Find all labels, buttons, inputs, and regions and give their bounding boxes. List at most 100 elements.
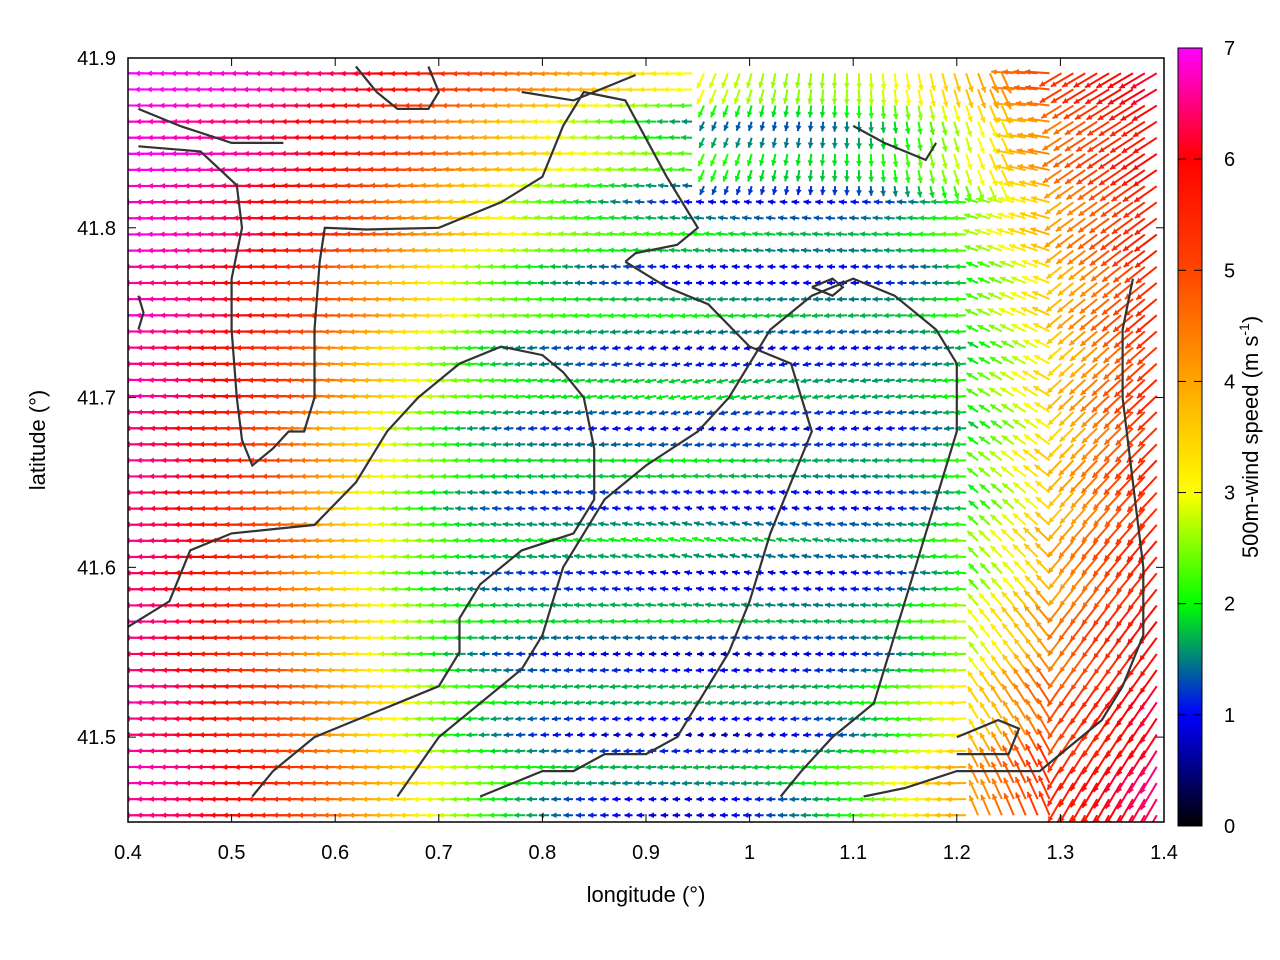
wind-vector-head — [1116, 603, 1123, 610]
wind-vector-head — [1093, 586, 1100, 592]
wind-vector-head — [658, 441, 665, 448]
wind-vector-head — [439, 748, 445, 754]
wind-vector-head — [437, 780, 444, 787]
wind-vector-head — [275, 651, 281, 657]
wind-vector-head — [601, 731, 607, 738]
wind-vector-head — [416, 667, 422, 674]
wind-vector-head — [1058, 485, 1065, 492]
wind-vector-head — [500, 377, 507, 384]
wind-vector-head — [790, 441, 796, 448]
wind-vector-head — [462, 764, 469, 771]
wind-vector-head — [324, 377, 330, 384]
wind-vector-head — [728, 536, 734, 543]
wind-vector-head — [528, 731, 534, 738]
wind-vector-head — [501, 537, 507, 544]
wind-vector-head — [1117, 803, 1123, 810]
wind-vector-head — [671, 748, 678, 754]
wind-vector-head — [1012, 450, 1018, 456]
wind-vector-head — [879, 812, 885, 819]
wind-vector-head — [680, 764, 687, 771]
wind-vector-head — [363, 361, 369, 368]
wind-vector-head — [801, 748, 807, 754]
wind-vector-head — [284, 764, 291, 771]
wind-vector-head — [561, 764, 567, 771]
wind-vector-head — [136, 473, 142, 480]
wind-vector-head — [776, 473, 783, 480]
wind-vector-head — [660, 505, 666, 512]
wind-vector-head — [968, 421, 975, 427]
wind-vector-head — [537, 780, 543, 787]
wind-vector-head — [337, 361, 343, 368]
wind-vector-head — [299, 732, 306, 738]
wind-vector-head — [287, 618, 293, 625]
wind-vector-head — [862, 570, 869, 576]
wind-vector-head — [262, 521, 268, 528]
wind-vector-head — [477, 537, 483, 544]
wind-vector-head — [812, 394, 818, 400]
wind-vector-head — [671, 667, 678, 674]
wind-vector-head — [730, 410, 737, 416]
wind-vector-head — [389, 683, 395, 690]
wind-vector-head — [326, 521, 333, 528]
wind-vector-head — [703, 457, 710, 464]
wind-vector-head — [979, 421, 986, 427]
wind-vector-head — [731, 812, 737, 819]
wind-vector-head — [285, 393, 292, 400]
wind-vector-head — [1036, 574, 1042, 581]
wind-vector-head — [740, 473, 747, 480]
wind-vector-head — [767, 425, 774, 432]
wind-vector-head — [704, 394, 711, 401]
wind-vector-head — [740, 683, 747, 690]
wind-vector-head — [198, 602, 204, 609]
wind-vector-head — [352, 425, 358, 432]
wind-vector-head — [378, 634, 384, 641]
wind-vector-head — [1139, 622, 1145, 629]
wind-vector-head — [136, 634, 143, 641]
wind-vector-head — [112, 700, 117, 706]
wind-vector-head — [917, 634, 924, 641]
wind-vector-head — [149, 489, 155, 496]
wind-vector-head — [648, 651, 655, 657]
wind-vector-head — [658, 780, 664, 787]
wind-vector-head — [501, 683, 507, 690]
wind-vector-head — [313, 553, 320, 560]
wind-vector-head — [1128, 787, 1134, 794]
wind-vector-head — [479, 570, 486, 576]
wind-vector-head — [441, 667, 447, 674]
wind-vector-head — [1058, 717, 1065, 724]
wind-vector-head — [1001, 529, 1008, 535]
wind-vector-head — [881, 700, 887, 706]
wind-vector-head — [441, 553, 447, 560]
wind-vector-head — [325, 618, 332, 625]
wind-vector-head — [224, 489, 230, 496]
wind-vector-head — [464, 618, 471, 625]
wind-vector-head — [1140, 770, 1146, 777]
wind-vector-head — [893, 732, 900, 738]
wind-vector-head — [1014, 760, 1020, 767]
wind-vector-head — [669, 780, 676, 787]
wind-vector-head — [600, 796, 606, 803]
wind-vector-head — [112, 474, 117, 480]
wind-vector-head — [247, 393, 254, 400]
wind-vector-head — [428, 602, 434, 609]
wind-vector-head — [512, 764, 518, 771]
wind-vector-head — [741, 521, 748, 527]
wind-vector-head — [440, 457, 446, 464]
wind-vector-head — [645, 683, 651, 690]
wind-vector-head — [160, 683, 167, 690]
wind-vector-head — [669, 521, 676, 527]
wind-vector-head — [390, 473, 396, 480]
wind-vector-head — [313, 667, 319, 674]
wind-vector-head — [954, 505, 961, 512]
wind-vector-head — [186, 715, 192, 722]
wind-vector-head — [365, 667, 371, 674]
wind-vector-head — [376, 457, 383, 464]
wind-vector-head — [326, 602, 332, 609]
wind-vector-head — [427, 361, 433, 368]
wind-vector-head — [527, 634, 533, 641]
wind-vector-head — [101, 651, 106, 657]
wind-vector-head — [487, 764, 494, 771]
wind-vector-head — [1105, 603, 1111, 610]
wind-vector-head — [646, 409, 653, 416]
wind-vector-head — [186, 409, 192, 416]
